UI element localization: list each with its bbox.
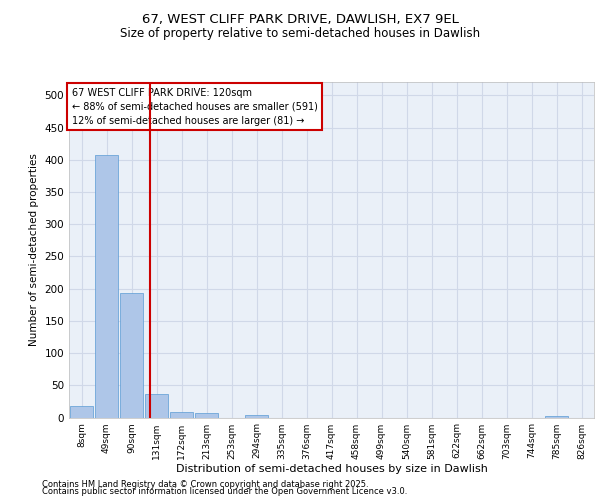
Bar [170, 412, 193, 418]
Text: Contains HM Land Registry data © Crown copyright and database right 2025.: Contains HM Land Registry data © Crown c… [42, 480, 368, 489]
Bar [145, 394, 168, 417]
Bar [70, 406, 93, 417]
Text: 67 WEST CLIFF PARK DRIVE: 120sqm
← 88% of semi-detached houses are smaller (591): 67 WEST CLIFF PARK DRIVE: 120sqm ← 88% o… [71, 88, 317, 126]
Y-axis label: Number of semi-detached properties: Number of semi-detached properties [29, 154, 39, 346]
Bar [120, 293, 143, 418]
Text: Contains public sector information licensed under the Open Government Licence v3: Contains public sector information licen… [42, 488, 407, 496]
Bar [545, 416, 568, 418]
Bar [95, 154, 118, 418]
X-axis label: Distribution of semi-detached houses by size in Dawlish: Distribution of semi-detached houses by … [176, 464, 487, 474]
Text: 67, WEST CLIFF PARK DRIVE, DAWLISH, EX7 9EL: 67, WEST CLIFF PARK DRIVE, DAWLISH, EX7 … [142, 12, 458, 26]
Bar [195, 413, 218, 418]
Text: Size of property relative to semi-detached houses in Dawlish: Size of property relative to semi-detach… [120, 28, 480, 40]
Bar [245, 415, 268, 418]
